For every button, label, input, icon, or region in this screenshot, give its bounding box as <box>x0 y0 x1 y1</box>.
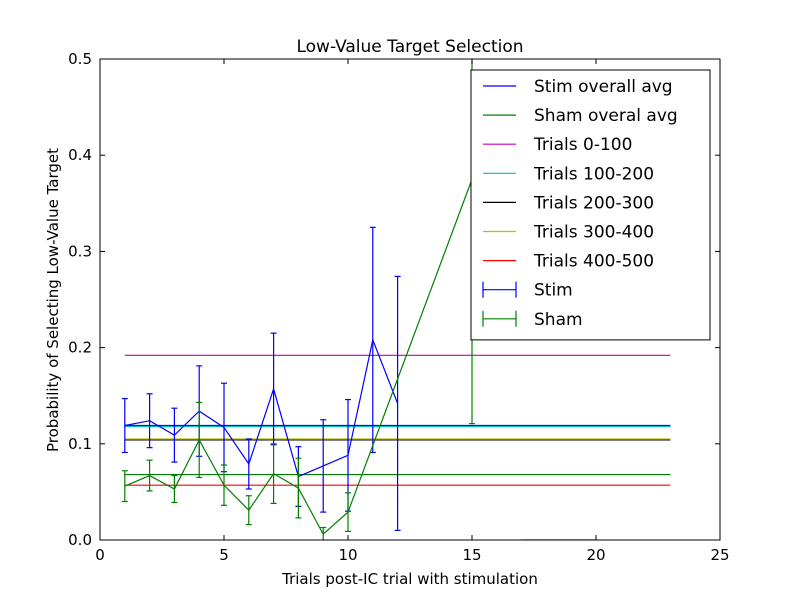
y-tick-label-1: 0.1 <box>68 435 92 453</box>
x-tick-label-1: 5 <box>219 546 229 564</box>
plot-frame <box>99 58 721 541</box>
legend-label-0: Stim overall avg <box>534 77 673 97</box>
legend-label-2: Trials 0-100 <box>533 135 632 155</box>
legend-label-6: Trials 400-500 <box>533 252 654 272</box>
x-tick-label-4: 20 <box>586 546 605 564</box>
x-tick-label-5: 25 <box>710 546 729 564</box>
y-tick-label-2: 0.2 <box>68 339 92 357</box>
x-tick-label-0: 0 <box>95 546 105 564</box>
x-tick-label-2: 10 <box>338 546 357 564</box>
y-tick-label-3: 0.3 <box>68 242 92 260</box>
legend-label-8: Sham <box>534 310 583 330</box>
y-tick-label-5: 0.5 <box>68 50 92 68</box>
y-tick-label-0: 0.0 <box>68 531 92 549</box>
x-axis-label: Trials post-IC trial with stimulation <box>281 570 538 588</box>
chart-title: Low-Value Target Selection <box>296 37 523 57</box>
legend-label-1: Sham overal avg <box>534 106 678 126</box>
x-tick-label-3: 15 <box>462 546 481 564</box>
legend: Stim overall avg Sham overal avg Trials 0-… <box>470 69 711 341</box>
legend-label-3: Trials 100-200 <box>533 164 654 184</box>
series-stim-line-0 <box>124 337 399 478</box>
y-axis-label: Probability of Selecting Low-Value Targe… <box>44 148 62 452</box>
y-tick-label-4: 0.4 <box>68 146 92 164</box>
legend-label-7: Stim <box>534 281 573 301</box>
legend-label-4: Trials 200-300 <box>533 193 654 213</box>
legend-label-5: Trials 300-400 <box>533 223 654 243</box>
